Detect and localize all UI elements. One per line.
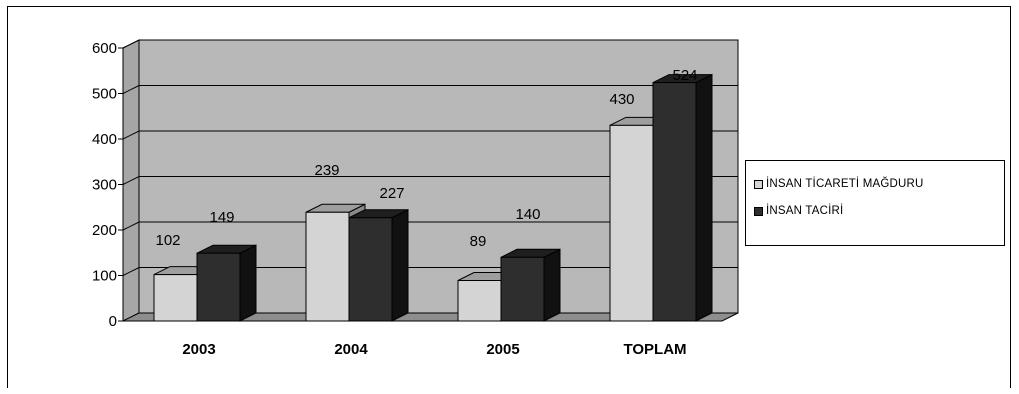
gridline [122,176,738,185]
legend-label-series-1: İNSAN TİCARETİ MAĞDURU [766,178,924,190]
bar-front [348,217,393,322]
bar-front [457,280,502,322]
data-labels: 102 149 239 227 89 140 430 524 [155,67,697,250]
gridline [122,221,738,231]
bar-series-2-2003 [196,244,257,322]
chart-frame [7,6,1011,388]
data-label: 239 [314,162,339,179]
bar-front [609,124,654,322]
data-label: 524 [672,67,697,84]
y-tick-label: 500 [92,86,117,103]
bar-front [153,274,198,322]
y-tick-label: 600 [92,40,117,57]
y-tick-label: 100 [92,268,117,285]
data-label: 149 [209,209,234,226]
x-tick-label: 2005 [486,341,519,358]
legend-swatch-series-2 [754,206,763,216]
y-tick-label: 400 [92,131,117,148]
gridline [122,39,738,49]
x-tick-label: 2004 [334,341,368,358]
y-tick-label: 0 [109,313,117,330]
legend-item-series-2: İNSAN TACİRİ [754,205,843,217]
data-label: 102 [155,232,180,249]
bar-series-2-2004 [348,208,409,322]
y-tick-label: 300 [92,177,117,194]
data-label: 140 [515,206,540,223]
bar-front [652,82,697,322]
bar-front [196,252,241,322]
x-tick-label: 2003 [182,341,215,358]
bar-side [543,248,561,322]
bar-side [695,73,713,322]
y-tick-label: 200 [92,222,117,239]
data-label: 430 [609,91,634,108]
bar-side [391,208,409,322]
gridline [122,130,738,140]
bar-side [239,244,257,322]
gridline [122,85,738,94]
data-label: 89 [470,233,487,250]
legend-swatch-series-1 [754,179,763,189]
bar-series-2-TOPLAM [652,73,713,322]
data-label: 227 [379,185,404,202]
legend: İNSAN TİCARETİ MAĞDURU İNSAN TACİRİ [745,160,1005,246]
legend-label-series-2: İNSAN TACİRİ [766,205,844,217]
bar-series-2-2005 [500,248,561,322]
legend-item-series-1: İNSAN TİCARETİ MAĞDURU [754,178,924,190]
bars [153,73,713,322]
x-tick-label: TOPLAM [623,341,686,358]
x-axis: 2003 2004 2005 TOPLAM [182,341,686,358]
bar-front [305,211,350,322]
bar-front [500,256,545,322]
